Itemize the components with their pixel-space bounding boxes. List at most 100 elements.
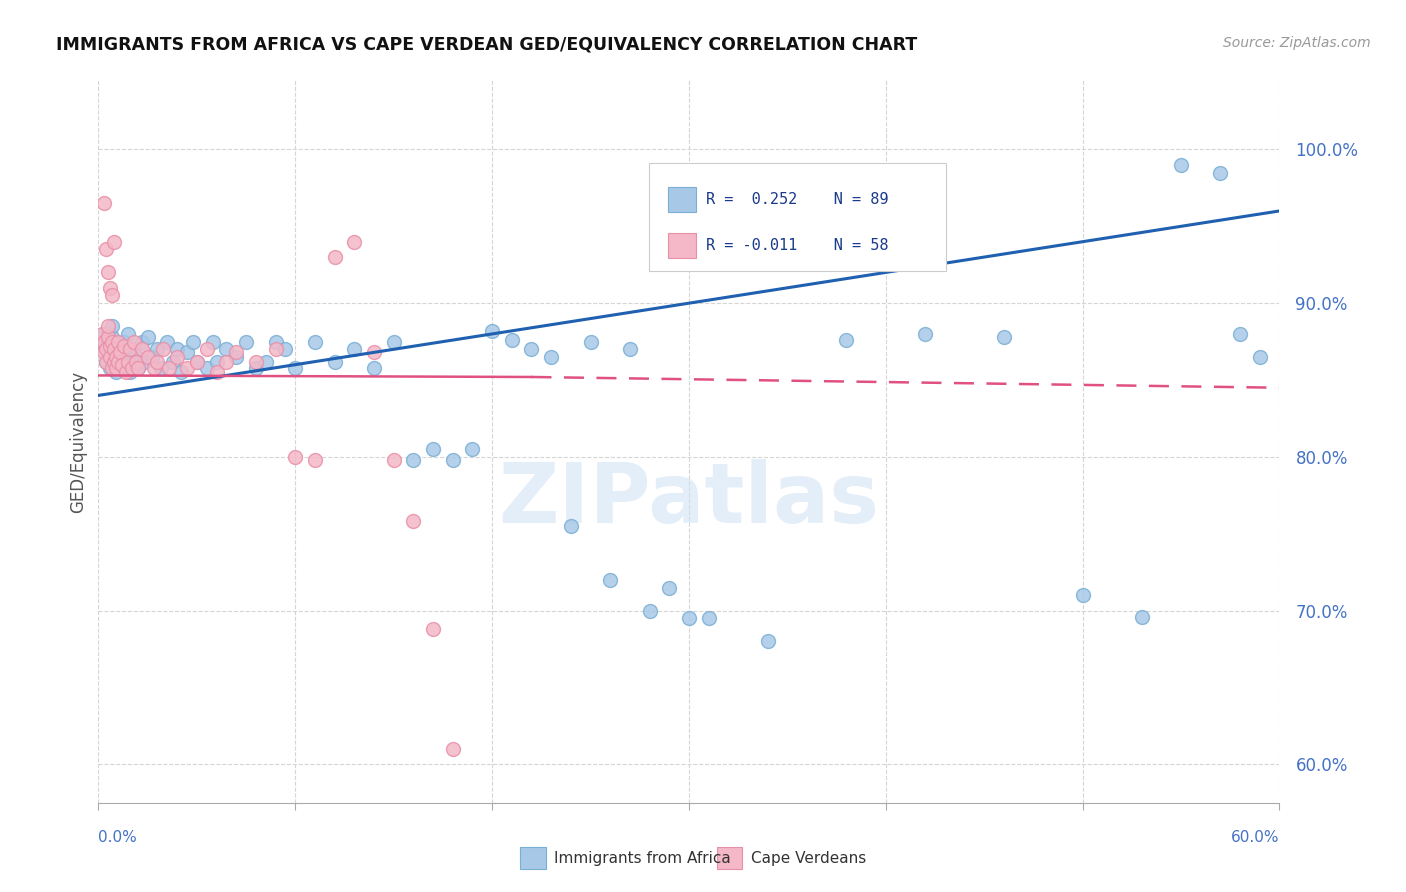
- Text: ZIPatlas: ZIPatlas: [499, 458, 879, 540]
- Point: [111, 343, 134, 357]
- Point: [117, 326, 139, 341]
- Text: IMMIGRANTS FROM AFRICA VS CAPE VERDEAN GED/EQUIVALENCY CORRELATION CHART: IMMIGRANTS FROM AFRICA VS CAPE VERDEAN G…: [56, 36, 918, 54]
- Point: [304, 334, 326, 349]
- Point: [108, 339, 131, 353]
- Point: [112, 334, 135, 349]
- Point: [118, 343, 141, 357]
- Point: [98, 350, 121, 364]
- Point: [96, 243, 118, 257]
- Point: [1229, 326, 1251, 341]
- Point: [181, 334, 204, 349]
- Point: [107, 334, 129, 349]
- Point: [136, 330, 159, 344]
- Point: [481, 324, 503, 338]
- Point: [1170, 158, 1192, 172]
- Point: [225, 345, 247, 359]
- Point: [162, 354, 184, 368]
- Point: [1130, 609, 1153, 624]
- Point: [166, 350, 188, 364]
- Point: [402, 515, 425, 529]
- Point: [461, 442, 484, 457]
- Point: [131, 334, 153, 349]
- Point: [108, 358, 131, 372]
- Point: [107, 345, 129, 359]
- Point: [678, 611, 700, 625]
- Point: [382, 453, 405, 467]
- Point: [98, 339, 121, 353]
- Point: [91, 326, 114, 341]
- Point: [101, 319, 124, 334]
- Point: [125, 350, 148, 364]
- Point: [363, 360, 385, 375]
- Point: [98, 360, 121, 375]
- Point: [441, 453, 464, 467]
- Text: Source: ZipAtlas.com: Source: ZipAtlas.com: [1223, 36, 1371, 50]
- Point: [97, 265, 120, 279]
- Point: [105, 360, 128, 375]
- Point: [170, 365, 193, 379]
- Point: [142, 360, 165, 375]
- Point: [122, 334, 145, 349]
- Point: [152, 343, 174, 357]
- Point: [1209, 165, 1232, 179]
- Point: [132, 354, 155, 368]
- Point: [101, 288, 124, 302]
- Point: [97, 326, 120, 341]
- Point: [125, 354, 148, 368]
- Point: [97, 330, 120, 344]
- Text: R =  0.252    N = 89: R = 0.252 N = 89: [706, 192, 889, 207]
- Point: [264, 343, 287, 357]
- Point: [796, 207, 818, 221]
- Point: [108, 345, 131, 359]
- Point: [101, 334, 124, 349]
- Point: [91, 334, 114, 349]
- Point: [96, 343, 118, 357]
- Point: [245, 354, 267, 368]
- Point: [121, 354, 143, 368]
- Point: [540, 350, 562, 364]
- Point: [284, 450, 307, 464]
- Point: [101, 360, 124, 375]
- Point: [127, 360, 149, 375]
- Point: [599, 573, 621, 587]
- Point: [186, 354, 208, 368]
- Point: [166, 343, 188, 357]
- Point: [131, 343, 153, 357]
- Point: [117, 345, 139, 359]
- Point: [363, 345, 385, 359]
- Point: [157, 360, 180, 375]
- Point: [205, 365, 228, 379]
- Point: [105, 365, 128, 379]
- Point: [619, 343, 641, 357]
- Point: [136, 350, 159, 364]
- Point: [343, 235, 366, 249]
- Point: [146, 343, 169, 357]
- Point: [105, 350, 128, 364]
- Point: [97, 345, 120, 359]
- Point: [96, 343, 118, 357]
- Point: [501, 333, 523, 347]
- Point: [101, 330, 124, 344]
- Point: [93, 196, 115, 211]
- Point: [107, 336, 129, 351]
- Point: [402, 453, 425, 467]
- Point: [205, 354, 228, 368]
- Point: [756, 634, 779, 648]
- Point: [111, 358, 134, 372]
- Point: [156, 334, 179, 349]
- Y-axis label: GED/Equivalency: GED/Equivalency: [69, 370, 87, 513]
- Point: [737, 219, 759, 234]
- Point: [284, 360, 307, 375]
- Point: [1071, 588, 1094, 602]
- Point: [560, 519, 582, 533]
- Text: 60.0%: 60.0%: [1232, 830, 1279, 845]
- Point: [176, 360, 198, 375]
- Point: [215, 354, 238, 368]
- Point: [117, 354, 139, 368]
- Point: [111, 350, 134, 364]
- Point: [422, 442, 444, 457]
- Point: [115, 365, 138, 379]
- Point: [127, 360, 149, 375]
- Point: [122, 343, 145, 357]
- Point: [274, 343, 297, 357]
